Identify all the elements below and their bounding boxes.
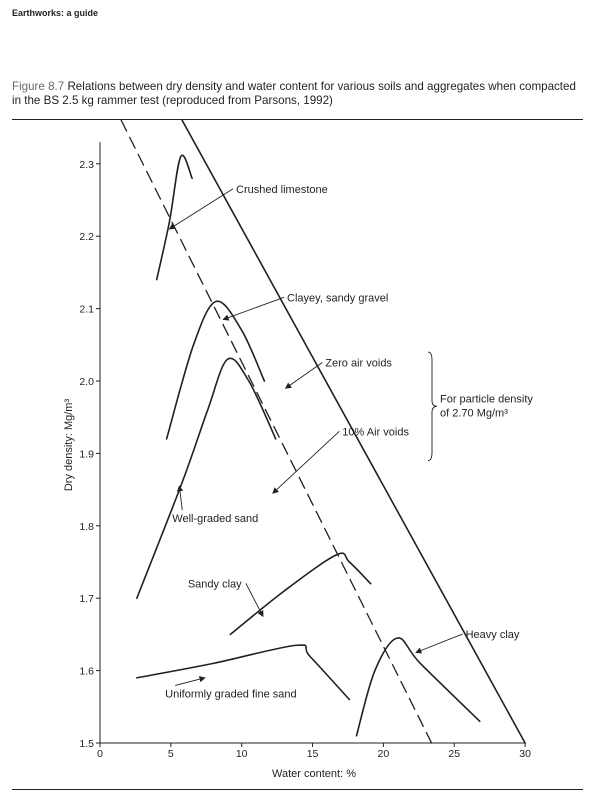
curve-crushed-limestone [155, 154, 193, 281]
x-tick-label: 5 [168, 748, 174, 760]
annotation-arrow [415, 633, 463, 654]
figure-caption: Figure 8.7 Relations between dry density… [12, 80, 587, 108]
annotation-10-air-voids: 10% Air voids [342, 426, 409, 438]
y-tick-label: 2.1 [79, 304, 94, 316]
figure-label: Figure 8.7 [12, 80, 65, 93]
annotation-arrow [175, 676, 206, 686]
x-tick-label: 0 [97, 748, 103, 760]
chart-annotations: Crushed limestone Clayey, sandy gravel Zer… [165, 184, 533, 701]
y-tick-label: 2.0 [79, 376, 94, 388]
annotation-clayey-sandy-gravel: Clayey, sandy gravel [287, 292, 388, 304]
x-tick-label: 15 [307, 748, 319, 760]
y-tick-label: 1.7 [79, 593, 94, 605]
x-tick-label: 10 [236, 748, 248, 760]
bracket [427, 351, 438, 462]
annotation-arrow [284, 362, 323, 389]
annotation-arrow [272, 430, 340, 494]
annotation-arrow [245, 583, 264, 618]
caption-rule [12, 119, 583, 120]
bottom-rule [12, 789, 583, 790]
curve-well-graded-sand [136, 357, 277, 599]
y-tick-label: 1.8 [79, 521, 94, 533]
chart-axes: 0 5 10 15 20 25 30 1.5 1.6 1.7 1.8 1.9 2.0 2.1 2.2 2.3 [79, 142, 531, 760]
curve-zero-air-voids [181, 119, 526, 744]
annotation-sandy-clay: Sandy clay [188, 578, 242, 590]
annotation-arrow [222, 296, 285, 321]
annotation-heavy-clay: Heavy clay [466, 629, 520, 641]
bracket-note-line2: of 2.70 Mg/m³ [440, 407, 508, 419]
curve-clayey-sandy-gravel [165, 300, 266, 440]
y-tick-label: 1.9 [79, 448, 94, 460]
figure-caption-text: Relations between dry density and water … [12, 80, 576, 107]
page-header: Earthworks: a guide [12, 8, 99, 18]
annotation-zero-air-voids: Zero air voids [325, 358, 392, 370]
annotation-uniformly-graded-fine-sand: Uniformly graded fine sand [165, 688, 296, 700]
bracket-note-line1: For particle density [440, 393, 533, 405]
y-tick-label: 2.3 [79, 159, 94, 171]
annotation-arrow [168, 188, 234, 230]
x-tick-label: 20 [378, 748, 390, 760]
chart-curves [120, 119, 526, 744]
x-axis-label: Water content: % [272, 768, 356, 780]
curve-uniformly-graded-fine-sand [136, 644, 351, 701]
y-axis-label: Dry density: Mg/m³ [63, 399, 75, 492]
y-tick-label: 2.2 [79, 231, 94, 243]
y-tick-label: 1.5 [79, 738, 94, 750]
curve-heavy-clay [355, 637, 481, 737]
annotation-crushed-limestone: Crushed limestone [236, 184, 328, 196]
x-tick-label: 30 [519, 748, 531, 760]
annotation-arrow [176, 485, 184, 511]
annotation-well-graded-sand: Well-graded sand [172, 513, 258, 525]
x-tick-label: 25 [448, 748, 460, 760]
curve-sandy-clay [229, 552, 372, 636]
y-tick-label: 1.6 [79, 666, 94, 678]
